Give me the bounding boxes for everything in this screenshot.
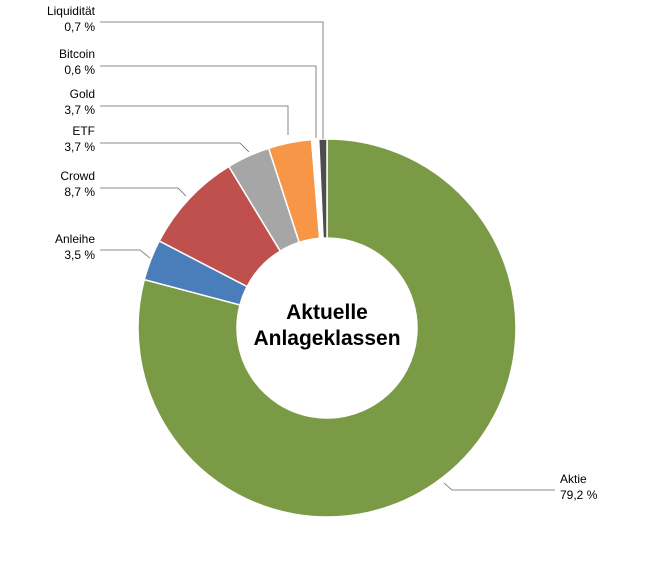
chart-title: Aktuelle Anlageklassen (253, 301, 401, 350)
value-label: 3,7 % (64, 140, 95, 154)
value-label: 79,2 % (560, 488, 598, 502)
leader-line (100, 21, 324, 139)
value-label: 8,7 % (64, 185, 95, 199)
value-label: 3,5 % (64, 248, 95, 262)
value-label: 3,7 % (64, 103, 95, 117)
leader-line (100, 105, 289, 135)
slice (137, 138, 517, 518)
value-label: 0,7 % (64, 20, 95, 34)
slice-label: ETF (72, 124, 95, 138)
leader-line (100, 187, 187, 197)
slice-label: Anleihe (55, 232, 95, 246)
slice (317, 138, 328, 239)
leader-line (100, 249, 151, 259)
leader-line (100, 65, 317, 138)
slice-label: Bitcoin (59, 47, 95, 61)
slice-label: Crowd (60, 169, 95, 183)
leader-line (443, 482, 555, 491)
slice-label: Aktie (560, 472, 587, 486)
slice-label: Gold (70, 87, 95, 101)
leader-line (100, 142, 250, 153)
slice-label: Liquidität (47, 4, 96, 18)
value-label: 0,6 % (64, 63, 95, 77)
